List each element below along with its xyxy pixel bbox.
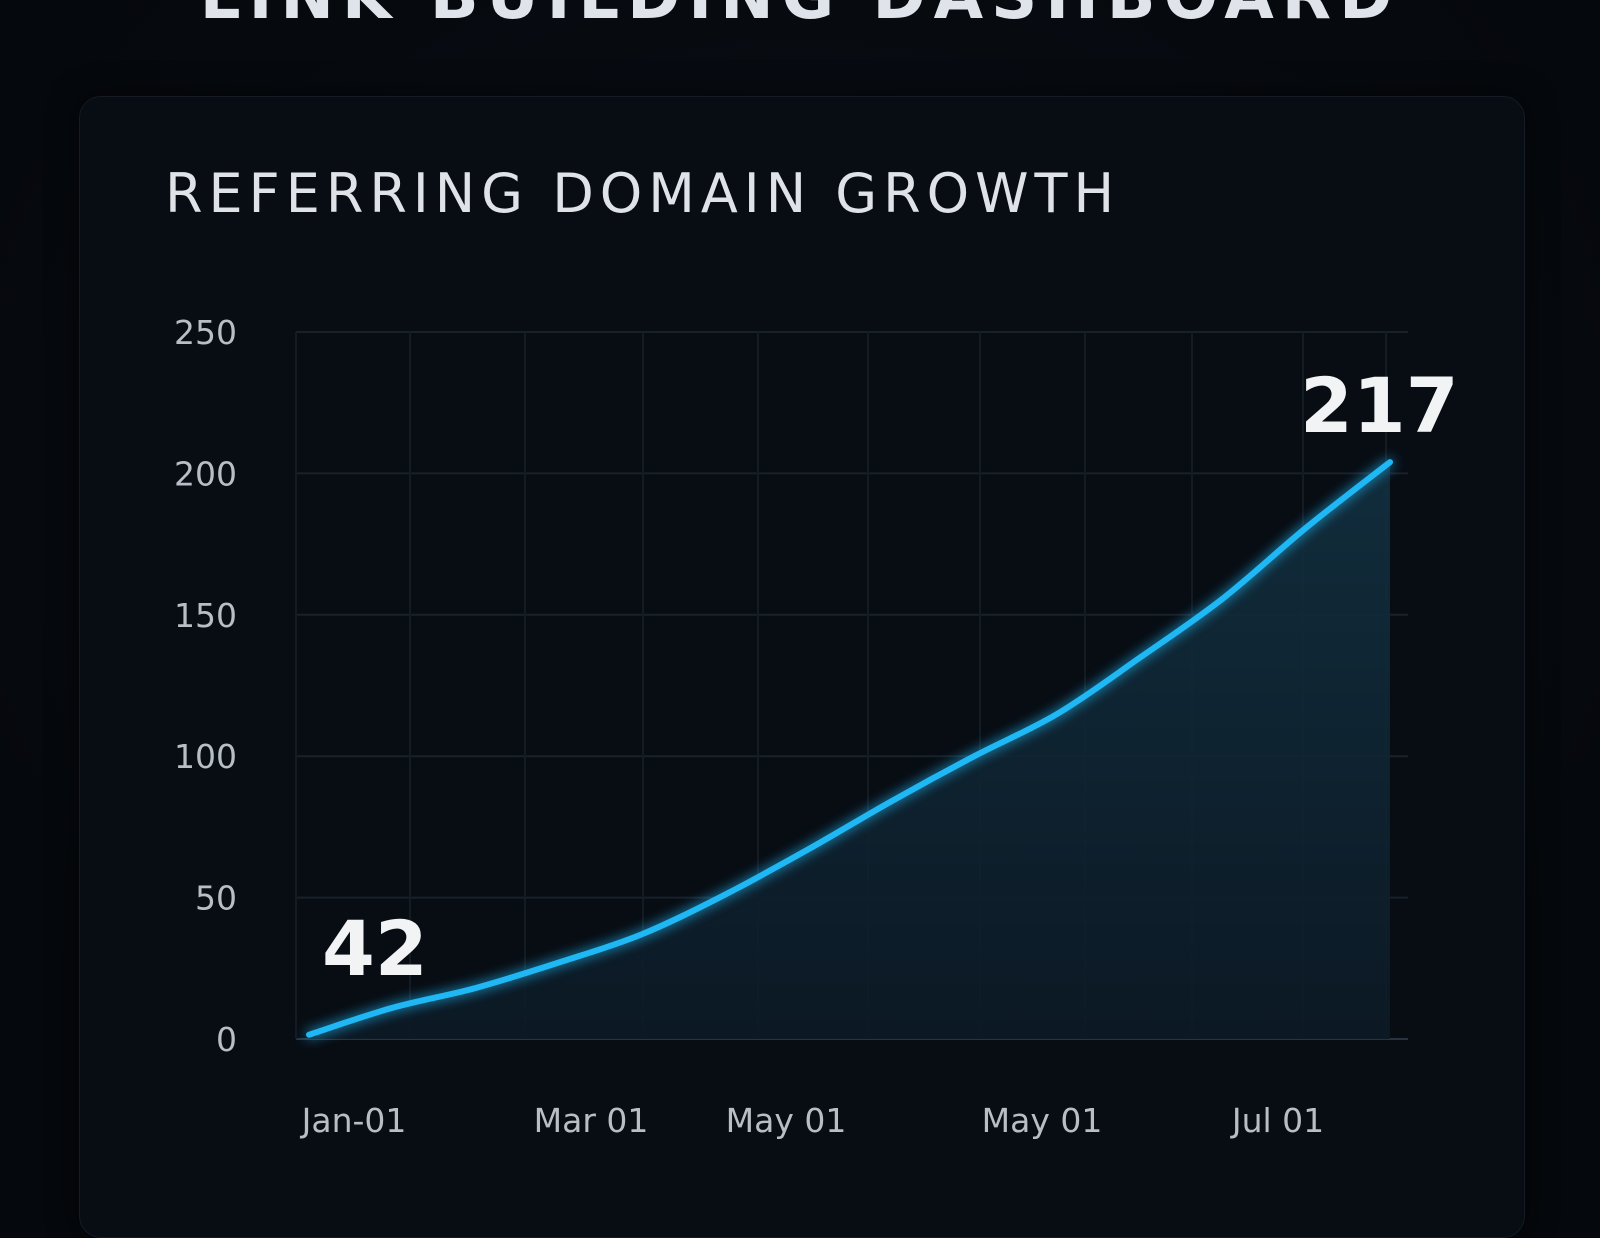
page-title: LINK BUILDING DASHBOARD: [0, 0, 1600, 34]
annotation-start-value: 42: [322, 904, 428, 993]
y-tick-label: 200: [174, 454, 237, 493]
x-tick-label: Mar 01: [534, 1101, 649, 1140]
chart-title: REFERRING DOMAIN GROWTH: [165, 162, 1121, 225]
x-tick-label: May 01: [726, 1101, 847, 1140]
referring-domain-chart: 0 50 100 150 200 250 Jan-01 Mar 01 May 01 May 01…: [174, 313, 1459, 1140]
x-tick-label: May 01: [982, 1101, 1103, 1140]
annotation-end-value: 217: [1300, 361, 1459, 450]
y-tick-label: 100: [174, 737, 237, 776]
y-tick-label: 150: [174, 596, 237, 635]
y-tick-label: 250: [174, 313, 237, 352]
x-tick-label: Jul 01: [1230, 1101, 1324, 1140]
y-tick-label: 50: [195, 879, 237, 918]
x-tick-label: Jan-01: [300, 1101, 407, 1140]
series-line: [306, 459, 1393, 1038]
area-fill: [309, 462, 1390, 1039]
y-tick-label: 0: [216, 1020, 237, 1059]
